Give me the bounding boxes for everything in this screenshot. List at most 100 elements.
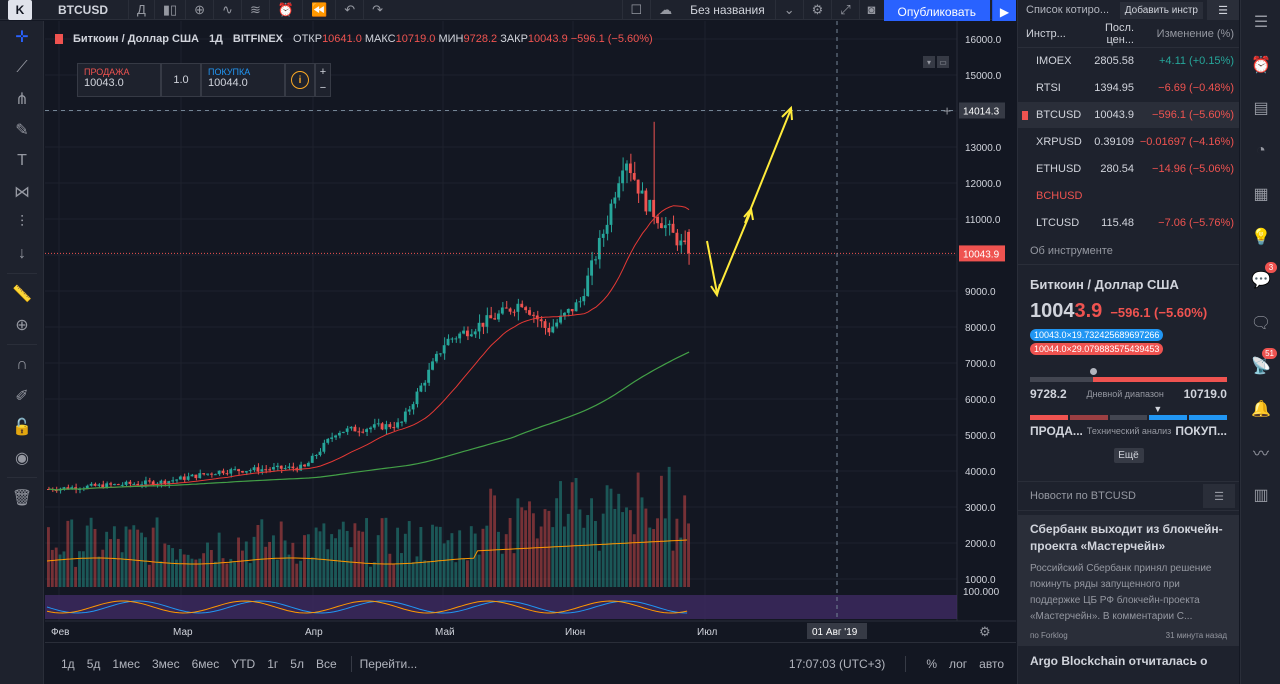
calendar-icon[interactable]: ▦ bbox=[1253, 185, 1269, 203]
ideas-icon[interactable]: 💡 bbox=[1251, 228, 1271, 246]
range-2[interactable]: 1мес bbox=[112, 656, 140, 671]
layout-name[interactable]: Без названия bbox=[690, 2, 765, 17]
about-header[interactable]: Об инструменте bbox=[1018, 237, 1239, 265]
news-item[interactable]: Сбербанк выходит из блокчейн-проекта «Ма… bbox=[1018, 515, 1239, 646]
redo-icon[interactable]: ↷ bbox=[363, 0, 391, 20]
app-logo[interactable]: K bbox=[8, 0, 32, 20]
pitchfork-icon[interactable]: ⋔ bbox=[15, 90, 29, 108]
streams-icon[interactable]: 📡 51 bbox=[1241, 344, 1280, 387]
chevron-down-icon[interactable]: ⌄ bbox=[774, 0, 803, 20]
buy-button[interactable]: ПОКУПКА 10044.0 bbox=[201, 63, 285, 97]
info-button[interactable]: i bbox=[285, 63, 315, 97]
replay-icon[interactable]: ⏪ bbox=[302, 0, 335, 20]
col-change[interactable]: Изменение (%) bbox=[1156, 27, 1234, 40]
minus-icon[interactable]: − bbox=[319, 82, 327, 94]
quantity-stepper[interactable]: + − bbox=[315, 63, 331, 97]
price-chart[interactable]: 16000.015000.014000.013000.012000.011000… bbox=[45, 21, 1016, 642]
volume-bar bbox=[586, 515, 590, 587]
watchlist-row[interactable]: ETHUSD 280.54 −14.96 (−5.06%) bbox=[1018, 156, 1239, 183]
add-indicator-icon[interactable]: ⊕ bbox=[185, 0, 213, 20]
goto-button[interactable]: Перейти... bbox=[359, 656, 418, 671]
hotlist-icon[interactable]: ◔ bbox=[1256, 141, 1266, 159]
arrow-down-icon[interactable]: ↓ bbox=[18, 244, 26, 262]
sell-button[interactable]: ПРОДАЖА 10043.0 bbox=[77, 63, 161, 97]
fullscreen-square-icon[interactable]: ☐ bbox=[621, 0, 651, 20]
play-icon[interactable]: ▶ bbox=[992, 0, 1016, 24]
range-3[interactable]: 3мес bbox=[151, 656, 180, 671]
crosshair-icon[interactable]: ✛ bbox=[15, 28, 29, 46]
volume-bar bbox=[415, 556, 419, 587]
news-menu-icon[interactable]: ☰ bbox=[1203, 484, 1235, 508]
camera-icon[interactable]: ◙ bbox=[858, 0, 884, 20]
watchlist-title[interactable]: Список котиро... bbox=[1026, 4, 1110, 16]
chat-icon[interactable]: 💬 3 bbox=[1241, 258, 1280, 301]
magnet-icon[interactable]: ∩ bbox=[16, 355, 28, 373]
col-last[interactable]: Посл. цен... bbox=[1105, 21, 1134, 46]
range-5[interactable]: YTD bbox=[231, 656, 256, 671]
log-toggle[interactable]: лог bbox=[948, 656, 968, 671]
volume-bar bbox=[132, 525, 136, 587]
candle bbox=[217, 470, 221, 475]
volume-bar bbox=[555, 498, 559, 587]
news-item-next[interactable]: Argo Blockchain отчиталась о bbox=[1030, 654, 1208, 668]
watchlist-row[interactable]: RTSI 1394.95 −6.69 (−0.48%) bbox=[1018, 75, 1239, 102]
interval-button[interactable]: Д bbox=[128, 0, 154, 20]
col-symbol[interactable]: Инстр... bbox=[1026, 27, 1066, 40]
chart-pane[interactable]: 16000.015000.014000.013000.012000.011000… bbox=[45, 21, 1016, 642]
alert-icon[interactable]: ⏰ bbox=[268, 0, 302, 20]
cloud-icon[interactable]: ☁ bbox=[650, 0, 680, 20]
time-tick-label: Май bbox=[435, 627, 455, 638]
pattern-icon[interactable]: ⋈ bbox=[14, 183, 30, 201]
gear-icon[interactable]: ⚙ bbox=[802, 0, 832, 20]
eye-icon[interactable]: ◉ bbox=[15, 449, 29, 467]
notifications-icon[interactable]: 🔔 bbox=[1251, 400, 1271, 418]
volume-bar bbox=[671, 550, 675, 587]
volume-bar bbox=[462, 558, 465, 587]
range-4[interactable]: 6мес bbox=[191, 656, 220, 671]
range-0[interactable]: 1д bbox=[61, 656, 75, 671]
range-1[interactable]: 5д bbox=[86, 656, 101, 671]
maximize-icon[interactable]: ▭ bbox=[937, 56, 949, 68]
chart-layouts-icon[interactable]: 〰 bbox=[1252, 445, 1269, 463]
auto-toggle[interactable]: авто bbox=[979, 656, 1004, 671]
range-6[interactable]: 1г bbox=[267, 656, 279, 671]
watchlist-row[interactable]: BTCUSD 10043.9 −596.1 (−5.60%) bbox=[1018, 102, 1239, 129]
watchlist-row[interactable]: XRPUSD 0.39109 −0.01697 (−4.16%) bbox=[1018, 129, 1239, 156]
indicators-icon[interactable]: ≋ bbox=[240, 0, 269, 20]
candles-icon[interactable]: ▮▯ bbox=[153, 0, 185, 20]
prediction-icon[interactable]: ⫶ bbox=[19, 213, 24, 231]
lock-icon[interactable]: 🔓 bbox=[12, 418, 32, 436]
symbol-search[interactable]: BTCUSD bbox=[58, 2, 108, 17]
watchlist-row[interactable]: BCHUSD bbox=[1018, 183, 1239, 210]
range-7[interactable]: 5л bbox=[290, 656, 304, 671]
text-icon[interactable]: T bbox=[17, 151, 27, 169]
plus-icon[interactable]: + bbox=[319, 66, 327, 78]
alarm-icon[interactable]: ⏰ bbox=[1251, 56, 1271, 74]
zoom-in-icon[interactable]: ⊕ bbox=[15, 316, 29, 334]
data-window-icon[interactable]: ▤ bbox=[1253, 99, 1269, 117]
trading-panel-icon[interactable]: ▥ bbox=[1253, 486, 1269, 504]
more-button[interactable]: Ещё bbox=[1113, 448, 1144, 463]
trend-line-icon[interactable]: ⟋ bbox=[16, 58, 28, 76]
candle bbox=[644, 190, 648, 212]
candle bbox=[116, 484, 120, 486]
trash-icon[interactable]: 🗑 bbox=[11, 489, 33, 507]
range-8[interactable]: Все bbox=[315, 656, 337, 671]
watchlist-row[interactable]: LTCUSD 115.48 −7.06 (−5.76%) bbox=[1018, 210, 1239, 237]
menu-icon[interactable]: ☰ bbox=[1207, 0, 1239, 20]
undo-icon[interactable]: ↶ bbox=[335, 0, 363, 20]
lock-drawing-icon[interactable]: ✐ bbox=[15, 387, 29, 405]
publish-button[interactable]: Опубликовать bbox=[883, 0, 990, 24]
quantity-field[interactable]: 1.0 bbox=[161, 63, 201, 97]
messages-icon[interactable]: 🗨 bbox=[1250, 314, 1272, 332]
percent-toggle[interactable]: % bbox=[926, 656, 937, 671]
collapse-icon[interactable]: ▾ bbox=[923, 56, 935, 68]
compare-icon[interactable]: ∿ bbox=[213, 0, 241, 20]
watchlist-row[interactable]: IMOEX 2805.58 +4.11 (+0.15%) bbox=[1018, 48, 1239, 75]
add-symbol-button[interactable]: Добавить инстр bbox=[1119, 1, 1203, 19]
expand-icon[interactable]: ⤢ bbox=[831, 0, 858, 20]
candle bbox=[578, 301, 582, 303]
brush-icon[interactable]: ✎ bbox=[15, 121, 29, 139]
ruler-icon[interactable]: 📏 bbox=[12, 285, 32, 303]
watchlist-icon[interactable]: ☰ bbox=[1253, 13, 1269, 31]
